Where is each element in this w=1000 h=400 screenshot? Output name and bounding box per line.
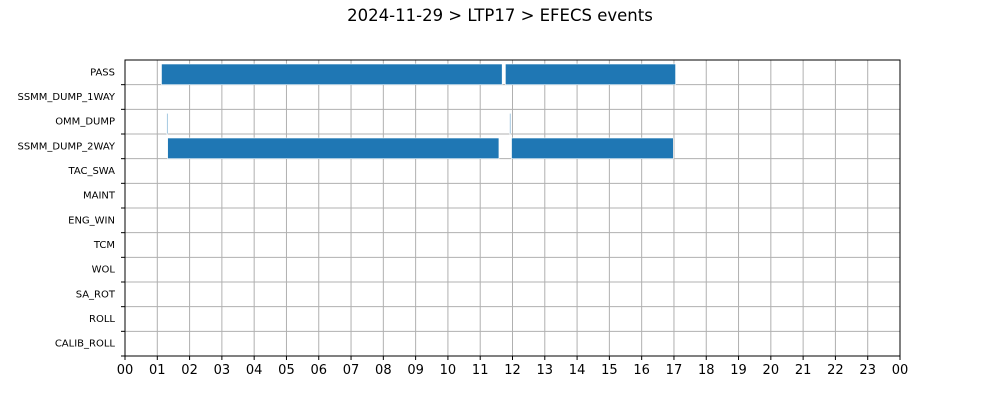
x-tick-label: 02 <box>181 363 198 378</box>
y-tick-label-omm-dump: OMM_DUMP <box>55 117 115 128</box>
y-tick-label-maint: MAINT <box>83 191 116 202</box>
y-tick-label-roll: ROLL <box>89 314 115 325</box>
event-bar-omm-dump <box>166 113 168 135</box>
x-tick-label: 23 <box>859 363 876 378</box>
y-tick-label-pass: PASS <box>90 67 115 78</box>
x-tick-label: 10 <box>440 363 457 378</box>
x-tick-label: 11 <box>472 363 489 378</box>
x-tick-label: 09 <box>407 363 424 378</box>
x-tick-label: 19 <box>730 363 747 378</box>
x-tick-label: 16 <box>633 363 650 378</box>
chart-title: 2024-11-29 > LTP17 > EFECS events <box>347 6 653 25</box>
x-tick-label: 03 <box>214 363 231 378</box>
x-tick-label: 05 <box>278 363 295 378</box>
x-tick-label: 07 <box>343 363 360 378</box>
x-tick-label: 04 <box>246 363 263 378</box>
x-tick-label: 00 <box>117 363 134 378</box>
x-tick-label: 15 <box>601 363 618 378</box>
y-tick-label-wol: WOL <box>92 265 116 276</box>
x-tick-label: 14 <box>569 363 586 378</box>
x-tick-label: 20 <box>763 363 780 378</box>
x-tick-label: 08 <box>375 363 392 378</box>
axis-layer: 00 01 02 03 04 05 06 07 08 09 10 11 12 13 14 15 16 17 18 19… <box>17 67 908 378</box>
x-tick-label: 00 <box>892 363 909 378</box>
bar-layer <box>161 63 676 159</box>
event-bar-ssmm-dump-2way <box>511 137 674 159</box>
event-bar-pass <box>161 63 503 85</box>
x-tick-label: 12 <box>504 363 521 378</box>
y-tick-label-sa-rot: SA_ROT <box>76 289 116 300</box>
x-tick-label: 18 <box>698 363 715 378</box>
y-tick-label-ssmm-dump-1way: SSMM_DUMP_1WAY <box>17 92 115 103</box>
y-tick-label-tac-swa: TAC_SWA <box>67 166 115 177</box>
x-tick-label: 01 <box>149 363 166 378</box>
event-bar-ssmm-dump-2way <box>167 137 500 159</box>
grid-layer <box>125 60 900 356</box>
event-bar-omm-dump <box>509 113 511 135</box>
x-tick-label: 17 <box>666 363 683 378</box>
y-tick-label-tcm: TCM <box>93 240 115 251</box>
x-tick-label: 13 <box>537 363 554 378</box>
y-tick-label-ssmm-dump-2way: SSMM_DUMP_2WAY <box>17 141 115 152</box>
x-tick-label: 06 <box>310 363 327 378</box>
x-tick-label: 21 <box>795 363 812 378</box>
y-tick-label-eng-win: ENG_WIN <box>68 215 115 226</box>
x-tick-label: 22 <box>827 363 844 378</box>
y-tick-label-calib-roll: CALIB_ROLL <box>55 339 116 350</box>
event-bar-pass <box>505 63 676 85</box>
